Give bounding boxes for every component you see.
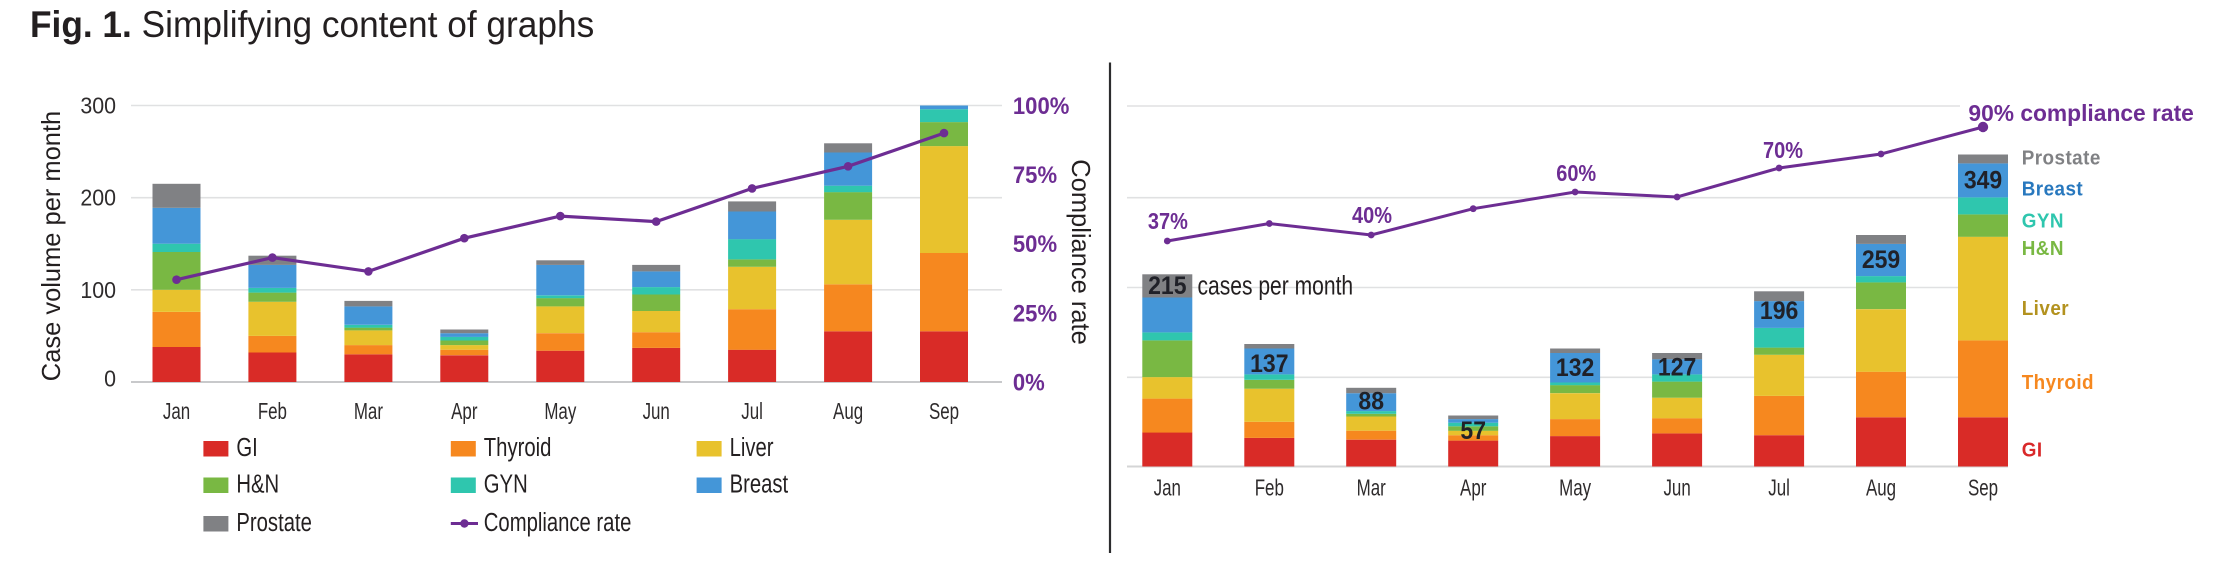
- svg-text:200: 200: [80, 185, 116, 211]
- svg-text:Aug: Aug: [833, 399, 863, 425]
- svg-text:Feb: Feb: [258, 399, 287, 425]
- svg-text:75%: 75%: [1013, 161, 1057, 188]
- svg-text:100: 100: [80, 277, 116, 303]
- svg-text:Sep: Sep: [1968, 475, 1998, 501]
- svg-text:37%: 37%: [1148, 207, 1188, 234]
- svg-text:349: 349: [1964, 166, 2002, 194]
- svg-text:90% compliance rate: 90% compliance rate: [1968, 100, 2194, 126]
- svg-text:Prostate: Prostate: [2022, 147, 2101, 170]
- svg-text:Sep: Sep: [929, 399, 959, 425]
- svg-text:300: 300: [80, 93, 116, 119]
- svg-text:100%: 100%: [1013, 92, 1069, 119]
- svg-text:Feb: Feb: [1255, 475, 1284, 501]
- svg-text:88: 88: [1358, 388, 1384, 416]
- svg-text:Jun: Jun: [643, 399, 670, 425]
- svg-text:Jun: Jun: [1663, 475, 1690, 501]
- svg-text:70%: 70%: [1763, 136, 1803, 163]
- svg-text:Liver: Liver: [730, 433, 774, 462]
- svg-text:May: May: [544, 399, 577, 425]
- svg-text:0%: 0%: [1013, 369, 1045, 396]
- svg-text:Case volume per month: Case volume per month: [38, 111, 66, 381]
- svg-text:Thyroid: Thyroid: [484, 433, 552, 462]
- svg-text:215: 215: [1148, 272, 1186, 300]
- svg-text:Aug: Aug: [1866, 475, 1896, 501]
- svg-text:132: 132: [1556, 354, 1594, 382]
- svg-text:137: 137: [1250, 350, 1288, 378]
- svg-text:Prostate: Prostate: [236, 508, 311, 537]
- svg-text:May: May: [1559, 475, 1592, 501]
- svg-text:GYN: GYN: [2022, 210, 2064, 233]
- svg-text:H&N: H&N: [236, 469, 279, 498]
- svg-text:Breast: Breast: [2022, 178, 2083, 201]
- svg-text:cases per month: cases per month: [1198, 271, 1354, 301]
- svg-text:60%: 60%: [1556, 159, 1596, 186]
- svg-text:GI: GI: [2022, 439, 2043, 462]
- svg-text:25%: 25%: [1013, 300, 1057, 327]
- svg-text:Compliance rate: Compliance rate: [484, 508, 632, 537]
- svg-text:Mar: Mar: [354, 399, 383, 425]
- svg-text:Thyroid: Thyroid: [2022, 371, 2094, 394]
- svg-text:127: 127: [1658, 354, 1696, 382]
- svg-text:Apr: Apr: [451, 399, 477, 425]
- svg-text:40%: 40%: [1352, 201, 1392, 228]
- svg-text:Breast: Breast: [730, 469, 789, 498]
- svg-text:Liver: Liver: [2022, 298, 2069, 321]
- svg-text:0: 0: [104, 366, 116, 392]
- svg-text:Mar: Mar: [1357, 475, 1386, 501]
- svg-text:Apr: Apr: [1460, 475, 1486, 501]
- svg-text:Jul: Jul: [741, 399, 763, 425]
- svg-text:GI: GI: [236, 433, 257, 462]
- svg-text:GYN: GYN: [484, 469, 528, 498]
- svg-text:50%: 50%: [1013, 230, 1057, 257]
- svg-text:Jul: Jul: [1768, 475, 1790, 501]
- svg-text:259: 259: [1862, 246, 1900, 274]
- svg-text:57: 57: [1460, 417, 1486, 445]
- svg-text:196: 196: [1760, 297, 1798, 325]
- svg-text:Compliance rate: Compliance rate: [1066, 159, 1094, 344]
- svg-text:Jan: Jan: [1154, 475, 1181, 501]
- svg-text:Jan: Jan: [163, 399, 190, 425]
- svg-text:H&N: H&N: [2022, 237, 2064, 260]
- svg-text:Fig. 1. Simplifying content of: Fig. 1. Simplifying content of graphs: [30, 3, 594, 45]
